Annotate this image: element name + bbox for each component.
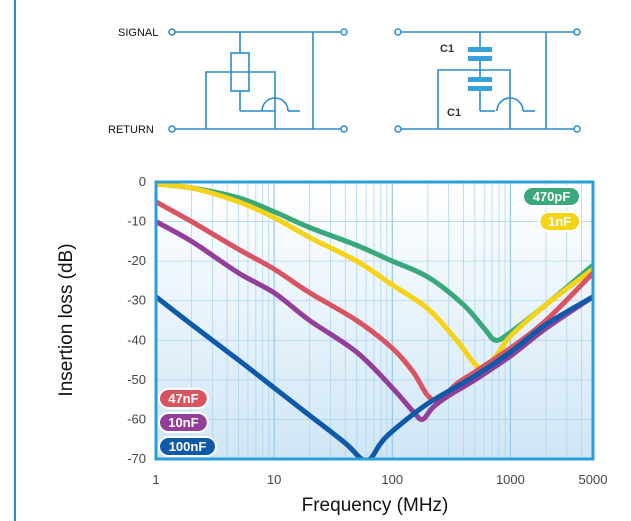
series-line-1nF	[156, 182, 593, 372]
legend-item-470pF: 470pF	[522, 186, 581, 207]
y-tick-label: -30	[127, 293, 146, 308]
x-axis-label: Frequency (MHz)	[302, 495, 449, 516]
left-rule	[14, 0, 16, 521]
capacitor-1b	[468, 56, 492, 61]
legend-badge	[522, 186, 581, 207]
circuit-left: SIGNAL RETURN	[108, 27, 348, 136]
x-tick-label: 1000	[496, 472, 525, 487]
y-tick-label: -40	[127, 332, 146, 347]
return-terminal	[168, 125, 176, 133]
legend-badge	[538, 211, 582, 232]
return-terminal-2	[394, 125, 402, 133]
capacitor-2b	[468, 86, 492, 91]
legend-label: 1nF	[548, 214, 571, 229]
series-line-47nF	[156, 199, 593, 403]
legend-badge	[158, 412, 209, 433]
y-axis-label: Insertion loss (dB)	[56, 243, 77, 396]
plot-background	[156, 182, 593, 459]
y-tick-label: -70	[127, 451, 146, 466]
signal-terminal-2	[394, 28, 402, 36]
legend-label: 470pF	[533, 189, 571, 204]
capacitor-2a	[468, 77, 492, 82]
legend-item-1nF: 1nF	[538, 211, 582, 232]
circuit-right: C1 C1	[394, 28, 581, 133]
legend-label: 10nF	[168, 415, 198, 430]
plot-border	[154, 180, 595, 461]
y-tick-label: -60	[127, 411, 146, 426]
series-lines	[156, 182, 593, 459]
cap-label-bottom: C1	[447, 107, 461, 119]
cap-label-top: C1	[440, 43, 454, 55]
plot-frame	[154, 180, 595, 461]
y-tick-label: 0	[139, 174, 146, 189]
legend-item-10nF: 10nF	[158, 412, 209, 433]
signal-label: SIGNAL	[118, 27, 158, 39]
series-line-470pF	[156, 182, 593, 343]
legend: 470pF 1nF 47nF 10nF 100nF	[158, 186, 582, 457]
branch-left-2	[437, 69, 480, 129]
branch-right	[240, 71, 276, 112]
grid	[156, 182, 594, 459]
legend-label: 47nF	[168, 391, 198, 406]
legend-badge	[158, 388, 209, 409]
legend-item-47nF: 47nF	[158, 388, 209, 409]
x-tick-label: 5000	[579, 472, 608, 487]
plot-area	[156, 182, 593, 459]
legend-badge	[158, 436, 217, 457]
return-label: RETURN	[108, 124, 154, 136]
y-tick-label: -20	[127, 253, 146, 268]
return-out-terminal	[340, 125, 348, 133]
tick-labels: 1 10 100 1000 5000 0 -10 -20 -30 -40 -50 -60 -70	[127, 174, 607, 487]
capacitor-1a	[468, 47, 492, 52]
x-tick-label: 10	[267, 472, 281, 487]
ferrite-bead-2	[496, 97, 524, 112]
x-tick-label: 100	[381, 472, 403, 487]
ferrite-bead	[261, 97, 289, 112]
legend-label: 100nF	[169, 439, 207, 454]
y-tick-label: -50	[127, 372, 146, 387]
legend-item-100nF: 100nF	[158, 436, 217, 457]
x-tick-label: 1	[152, 472, 159, 487]
signal-terminal	[168, 28, 176, 36]
signal-out-terminal	[340, 28, 348, 36]
branch-left	[205, 71, 240, 129]
series-line-100nF	[156, 294, 593, 459]
signal-out-terminal-2	[573, 28, 581, 36]
return-out-terminal-2	[573, 125, 581, 133]
y-tick-label: -10	[127, 214, 146, 229]
